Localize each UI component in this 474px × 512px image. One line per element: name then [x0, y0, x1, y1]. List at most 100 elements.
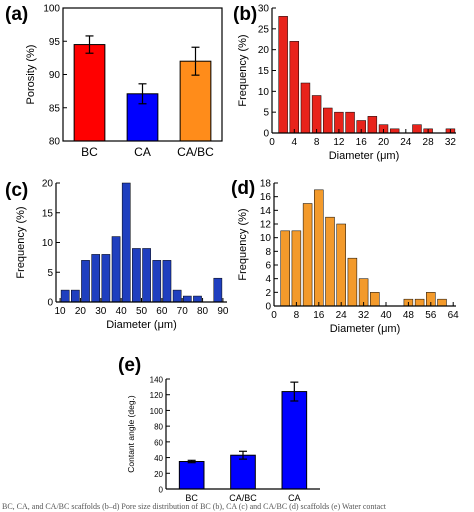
y-tick-label: 5	[47, 268, 53, 279]
y-tick-label: 100	[150, 407, 164, 416]
x-tick-label: 20	[75, 306, 87, 317]
x-tick-label: BC	[81, 145, 98, 159]
y-tick-label: 140	[150, 376, 164, 385]
y-tick-label: 40	[154, 454, 163, 463]
histogram-bar	[291, 230, 302, 307]
x-tick-label: 80	[197, 306, 209, 317]
histogram-bar	[300, 82, 311, 134]
y-tick-label: 25	[258, 24, 270, 35]
y-tick-label: 80	[154, 423, 163, 432]
histogram-bar	[412, 124, 422, 134]
x-tick-label: 56	[425, 310, 437, 321]
y-tick-label: 12	[260, 220, 272, 231]
x-tick-label: 8	[314, 137, 320, 148]
x-tick-label: 32	[445, 137, 457, 148]
x-tick-label: 16	[356, 137, 368, 148]
histogram-bar	[142, 248, 151, 303]
histogram-bar	[345, 111, 355, 134]
histogram-bar	[289, 41, 300, 134]
histogram-bar	[389, 128, 400, 134]
x-axis-title: Diameter (μm)	[106, 319, 177, 331]
y-tick-label: 16	[260, 192, 272, 203]
chart-panel-2: (b) 0 4 8 12 16 20 24 28 32 0 5 10 15 20 25 30 Frequency …	[233, 4, 456, 163]
x-tick-label: 64	[448, 310, 460, 321]
histogram-bar	[162, 260, 172, 303]
x-tick-label: BC	[185, 493, 198, 503]
histogram-bar	[91, 254, 101, 303]
y-tick-label: 90	[49, 70, 61, 81]
y-tick-label: 15	[258, 66, 270, 77]
histogram-bar	[182, 295, 192, 303]
histogram-bar	[213, 277, 223, 303]
histogram-bar	[193, 295, 202, 303]
panel-label: (d)	[231, 178, 255, 199]
histogram-bar	[311, 95, 322, 134]
y-tick-label: 60	[154, 438, 163, 447]
panel-label: (b)	[233, 4, 257, 25]
panel-label: (a)	[5, 4, 28, 25]
y-tick-label: 8	[265, 247, 271, 258]
y-tick-label: 10	[42, 238, 54, 249]
x-tick-label: 48	[403, 310, 415, 321]
x-tick-label: 8	[294, 310, 300, 321]
y-tick-label: 20	[42, 179, 54, 190]
x-tick-label: 0	[271, 310, 277, 321]
x-axis-title: Diameter (μm)	[329, 150, 400, 162]
y-tick-label: 6	[265, 261, 271, 272]
histogram-bar	[81, 260, 90, 303]
x-tick-label: 32	[358, 310, 370, 321]
x-tick-label: 90	[217, 306, 229, 317]
y-tick-label: 10	[258, 87, 270, 98]
y-tick-label: 85	[49, 103, 61, 114]
x-tick-label: 60	[156, 306, 168, 317]
chart-panel-3: (c) 10 20 30 40 50 60 70 80 90 0 5 10 15 20 Frequency (…	[5, 179, 229, 332]
bar	[281, 391, 308, 490]
x-tick-label: 24	[336, 310, 348, 321]
histogram-bar	[111, 236, 121, 303]
y-tick-label: 18	[260, 179, 272, 190]
panel-label: (e)	[118, 355, 141, 376]
x-tick-label: 40	[380, 310, 392, 321]
histogram-bar	[325, 216, 335, 307]
x-axis-title: Diameter (μm)	[330, 323, 401, 335]
y-axis-title: Contant angle (deg.)	[126, 395, 136, 473]
y-tick-label: 95	[49, 37, 61, 48]
histogram-bar	[278, 16, 288, 134]
y-tick-label: 30	[258, 4, 270, 15]
x-tick-label: 30	[95, 306, 107, 317]
histogram-bar	[121, 182, 131, 303]
x-tick-label: 50	[136, 306, 148, 317]
y-tick-label: 0	[159, 486, 164, 495]
x-tick-label: 70	[177, 306, 189, 317]
histogram-bar	[101, 254, 111, 303]
y-tick-label: 100	[43, 4, 60, 15]
histogram-bar	[71, 289, 80, 303]
y-tick-label: 20	[258, 45, 270, 56]
x-tick-label: 16	[313, 310, 325, 321]
y-axis-title: Frequency (%)	[15, 206, 27, 278]
histogram-bar	[336, 223, 346, 307]
histogram-bar	[172, 289, 182, 303]
x-tick-label: 20	[378, 137, 390, 148]
bar	[230, 454, 256, 490]
histogram-bar	[358, 278, 369, 307]
chart-panel-4: (d)0 8 16 24 32 40 48 56 64024681012141618Freque…	[231, 178, 459, 335]
histogram-bar	[132, 248, 141, 303]
x-tick-label: 24	[400, 137, 412, 148]
x-tick-label: 40	[116, 306, 128, 317]
histogram-bar	[323, 107, 333, 134]
histogram-bar	[347, 257, 358, 307]
y-axis-title: Porosity (%)	[25, 45, 37, 105]
x-tick-label: 28	[423, 137, 435, 148]
bar	[73, 44, 106, 142]
histogram-bar	[302, 203, 313, 307]
histogram-bar	[314, 189, 324, 307]
x-tick-label: CA/BC	[229, 493, 257, 503]
x-tick-label: 10	[55, 306, 67, 317]
histogram-bar	[414, 298, 425, 307]
y-tick-label: 10	[260, 233, 272, 244]
x-tick-label: CA	[134, 145, 151, 159]
y-tick-label: 4	[265, 274, 271, 285]
bar	[178, 461, 205, 490]
